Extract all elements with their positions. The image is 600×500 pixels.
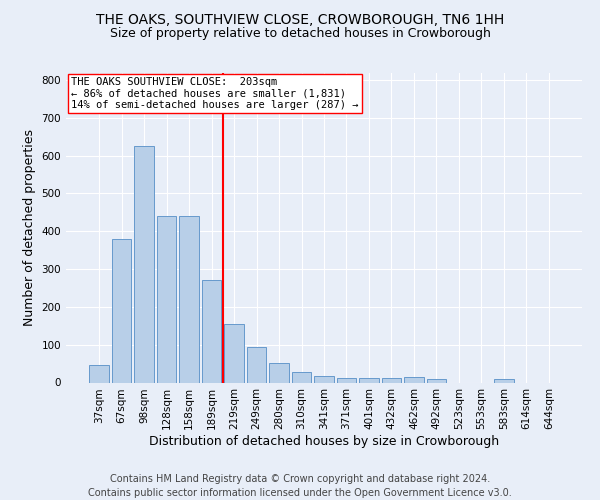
Bar bbox=[89, 366, 109, 382]
Bar bbox=[314, 376, 334, 382]
Bar bbox=[494, 380, 514, 382]
Bar bbox=[202, 280, 221, 382]
Bar bbox=[404, 377, 424, 382]
Bar bbox=[337, 378, 356, 382]
Text: Size of property relative to detached houses in Crowborough: Size of property relative to detached ho… bbox=[110, 28, 490, 40]
Bar bbox=[179, 216, 199, 382]
Text: THE OAKS, SOUTHVIEW CLOSE, CROWBOROUGH, TN6 1HH: THE OAKS, SOUTHVIEW CLOSE, CROWBOROUGH, … bbox=[96, 12, 504, 26]
Bar bbox=[359, 378, 379, 382]
Bar bbox=[157, 216, 176, 382]
Bar bbox=[134, 146, 154, 382]
Bar bbox=[292, 372, 311, 382]
Bar bbox=[382, 378, 401, 382]
Text: THE OAKS SOUTHVIEW CLOSE:  203sqm
← 86% of detached houses are smaller (1,831)
1: THE OAKS SOUTHVIEW CLOSE: 203sqm ← 86% o… bbox=[71, 77, 359, 110]
Bar bbox=[269, 363, 289, 382]
X-axis label: Distribution of detached houses by size in Crowborough: Distribution of detached houses by size … bbox=[149, 435, 499, 448]
Bar bbox=[224, 324, 244, 382]
Text: Contains HM Land Registry data © Crown copyright and database right 2024.
Contai: Contains HM Land Registry data © Crown c… bbox=[88, 474, 512, 498]
Bar bbox=[112, 239, 131, 382]
Y-axis label: Number of detached properties: Number of detached properties bbox=[23, 129, 36, 326]
Bar bbox=[247, 346, 266, 382]
Bar bbox=[427, 380, 446, 382]
